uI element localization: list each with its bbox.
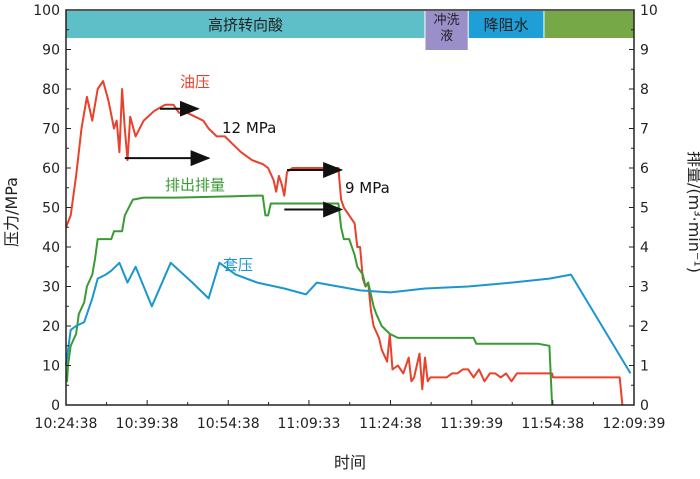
x-tick-label: 10:54:38 [197,416,260,432]
stage-bar [468,11,544,38]
y-left-tick-label: 30 [42,280,60,296]
x-tick-label: 12:09:39 [603,416,666,432]
y-right-tick-label: 1 [640,359,649,375]
x-tick-label: 11:24:38 [359,416,422,432]
y-left-tick-label: 50 [42,201,60,217]
annotation-12-mpa: 12 MPa [222,119,276,137]
y-right-tick-label: 6 [640,161,649,177]
y-right-tick-label: 3 [640,280,649,296]
y-left-tick-label: 20 [42,319,60,335]
x-tick-label: 11:39:39 [440,416,503,432]
stage-bars: 高挤转向酸 冲洗液 降阻水 [66,11,634,50]
discharge-rate-legend-label: 排出排量 [165,176,225,194]
y-right-tick-label: 8 [640,82,649,98]
y-left-tick-label: 60 [42,161,60,177]
y-left-tick-label: 80 [42,82,60,98]
x-axis-title: 时间 [334,453,366,472]
oil-pressure-legend-label: 油压 [180,73,210,91]
y-left-tick-label: 0 [51,398,60,414]
annotation-9-mpa: 9 MPa [345,179,390,197]
stage-bar [66,11,425,38]
y-right-tick-label: 10 [640,3,658,19]
y-left-tick-label: 70 [42,122,60,138]
stage-bar [544,11,634,38]
y-right-tick-label: 0 [640,398,649,414]
left-axis-title: 压力/MPa [2,177,21,247]
x-tick-label: 10:24:38 [35,416,98,432]
x-tick-label: 11:09:33 [277,416,340,432]
series-line-0 [65,80,624,406]
y-left-tick-label: 90 [42,43,60,59]
y-right-tick-label: 7 [640,122,649,138]
series-lines [65,80,632,406]
casing-pressure-legend-label: 套压 [223,256,253,274]
stage-bar [425,11,468,38]
stage-label: 降阻水 [484,16,529,34]
y-left-tick-label: 100 [33,3,60,19]
stage-bar-extension [425,38,468,50]
x-tick-label: 10:39:38 [116,416,179,432]
y-left-tick-label: 10 [42,359,60,375]
series-line-1 [66,194,554,406]
series-line-2 [65,261,632,374]
y-right-tick-label: 2 [640,319,649,335]
right-axis-title: 排量/(m³·min⁻¹) [685,151,700,273]
y-right-tick-label: 4 [640,240,649,256]
stage-label: 冲洗液 [434,13,460,44]
axes: 0 10 20 30 40 50 60 70 80 90 100 0 1 2 3 4 5 6 7 8 9 10 10:24:… [33,3,665,432]
stage-label: 高挤转向酸 [208,16,283,34]
annotation-arrows [124,100,344,218]
y-left-tick-label: 40 [42,240,60,256]
y-right-tick-label: 9 [640,43,649,59]
x-tick-label: 11:54:38 [521,416,584,432]
y-right-tick-label: 5 [640,201,649,217]
